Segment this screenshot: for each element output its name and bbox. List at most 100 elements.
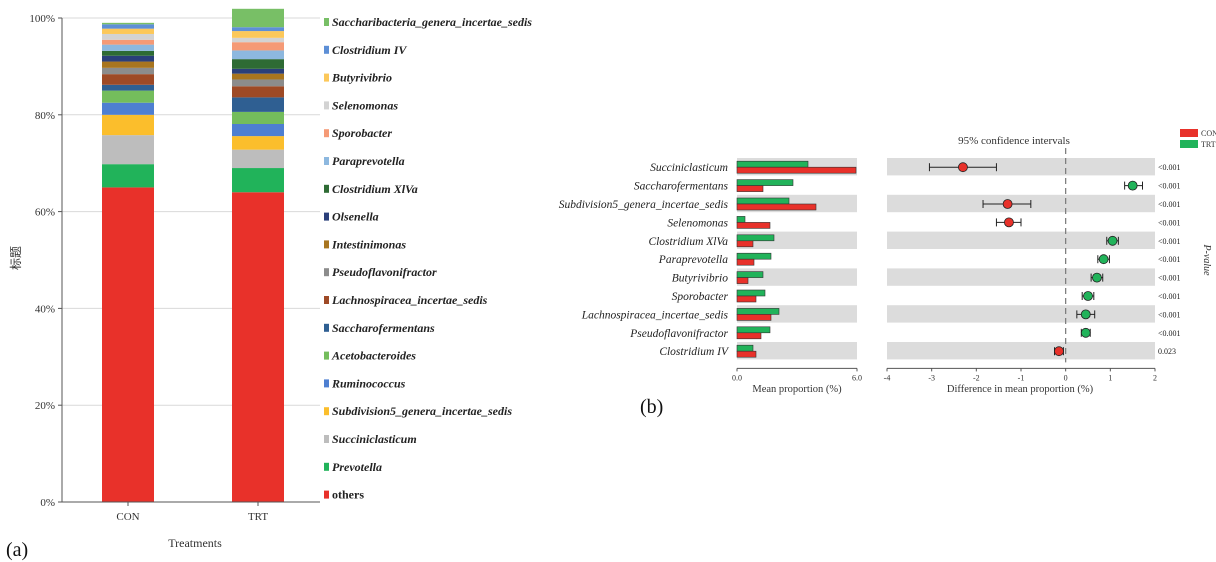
left-x-axis-label: Mean proportion (%) bbox=[752, 384, 842, 395]
trt-bar bbox=[736, 308, 780, 315]
legend: Saccharibacteria_genera_incertae_sedis Cl… bbox=[324, 15, 532, 502]
legend-entry: TRT bbox=[1201, 140, 1216, 149]
taxon-label: Pseudoflavonifractor bbox=[629, 328, 728, 340]
trt-bar bbox=[736, 216, 746, 223]
p-value-label: P-value bbox=[1201, 243, 1212, 276]
right-x-tick-label: -2 bbox=[973, 373, 980, 382]
bar-segment bbox=[232, 50, 284, 60]
bar-segment bbox=[102, 187, 154, 502]
x-tick-label: TRT bbox=[248, 511, 268, 523]
y-axis: 0% 20% 40% 60% 80% 100% bbox=[29, 13, 63, 509]
bar-segment bbox=[232, 149, 284, 169]
right-x-tick-label: 1 bbox=[1108, 373, 1112, 382]
trt-bar bbox=[736, 289, 766, 297]
legend-entry: Saccharibacteria_genera_incertae_sedis bbox=[332, 15, 532, 29]
legend-swatch bbox=[324, 212, 329, 221]
left-x-tick-label: 6.0 bbox=[852, 373, 862, 382]
rows: Succiniclasticum <0.001 Saccharofermentans… bbox=[559, 158, 1181, 360]
row-band bbox=[887, 158, 1155, 176]
bar-segment bbox=[102, 74, 154, 85]
bar-segment bbox=[102, 90, 154, 103]
legend-swatch bbox=[324, 435, 329, 443]
taxon-label: Succiniclasticum bbox=[650, 162, 728, 174]
legend-entry: others bbox=[332, 488, 364, 502]
bar-segment bbox=[232, 73, 284, 80]
legend-entry: Olsenella bbox=[332, 210, 379, 224]
legend-swatch bbox=[324, 45, 329, 54]
bar-segment bbox=[102, 114, 154, 136]
bar-segment bbox=[102, 84, 154, 91]
bar-segment bbox=[102, 67, 154, 75]
panel-label-a: (a) bbox=[6, 539, 28, 561]
p-value: <0.001 bbox=[1158, 163, 1181, 172]
trt-bar bbox=[736, 160, 809, 168]
x-tick-label: CON bbox=[116, 511, 139, 523]
legend-entry: Ruminococcus bbox=[331, 376, 406, 390]
right-x-tick-label: 2 bbox=[1153, 373, 1157, 382]
bar-segment bbox=[102, 50, 154, 56]
right-x-tick-label: -3 bbox=[928, 373, 935, 382]
axes: 0.0 6.0 -4 -3 -2 -1 0 1 2 bbox=[732, 148, 1157, 382]
bar-segment bbox=[232, 123, 284, 137]
con-bar bbox=[736, 277, 749, 284]
trt-bar bbox=[736, 252, 772, 260]
con-bar bbox=[736, 258, 755, 266]
legend-swatch bbox=[324, 351, 329, 360]
legend-swatch bbox=[324, 490, 329, 499]
diff-point bbox=[1054, 346, 1064, 357]
right-x-axis-label: Difference in mean proportion (%) bbox=[947, 384, 1094, 395]
bar-segment bbox=[232, 136, 284, 150]
x-axis: CON TRT bbox=[62, 501, 320, 523]
p-value: 0.023 bbox=[1158, 347, 1176, 356]
row-band bbox=[887, 342, 1155, 360]
bar-segment bbox=[232, 97, 284, 112]
legend: CON TRT bbox=[1180, 129, 1216, 149]
legend-swatch bbox=[324, 18, 329, 26]
bar-segment bbox=[232, 86, 284, 98]
bar-segment bbox=[232, 68, 284, 74]
legend-swatch bbox=[324, 240, 329, 249]
trt-bar bbox=[736, 344, 754, 352]
bar-segment bbox=[102, 135, 154, 165]
taxon-label: Selenomonas bbox=[667, 217, 728, 229]
panel-label-b: (b) bbox=[640, 396, 663, 418]
legend-entry: Prevotella bbox=[332, 460, 382, 474]
con-bar bbox=[736, 185, 764, 192]
legend-swatch bbox=[324, 184, 329, 193]
con-bar bbox=[736, 295, 757, 303]
legend-swatch bbox=[324, 101, 329, 110]
bar-segment bbox=[102, 102, 154, 115]
trt-bar bbox=[736, 271, 764, 278]
bar-segment bbox=[232, 31, 284, 38]
legend-entry: Paraprevotella bbox=[332, 154, 405, 168]
bar-segment bbox=[232, 8, 284, 28]
diff-point bbox=[1002, 199, 1013, 209]
legend-swatch bbox=[324, 268, 329, 277]
bar-segment bbox=[102, 164, 154, 188]
legend-swatch bbox=[324, 462, 329, 471]
diff-point bbox=[1083, 291, 1093, 301]
y-tick-label: 80% bbox=[35, 110, 55, 122]
legend-entry: Selenomonas bbox=[332, 98, 398, 112]
bar-segment bbox=[232, 42, 284, 51]
bar-segment bbox=[232, 192, 284, 503]
taxon-label: Saccharofermentans bbox=[634, 181, 729, 193]
p-value: <0.001 bbox=[1158, 329, 1181, 338]
con-bar bbox=[736, 222, 771, 229]
legend-swatch bbox=[1180, 140, 1198, 148]
bar-segment bbox=[232, 111, 284, 124]
bar-segment bbox=[232, 37, 284, 43]
diff-point bbox=[1080, 309, 1091, 320]
bar-segment bbox=[232, 168, 284, 193]
legend-swatch bbox=[1180, 129, 1198, 137]
taxon-label: Paraprevotella bbox=[658, 254, 728, 266]
legend-swatch bbox=[324, 379, 329, 388]
bar-segment bbox=[102, 44, 154, 51]
taxon-label: Lachnospiracea_incertae_sedis bbox=[581, 309, 729, 321]
legend-entry: Saccharofermentans bbox=[332, 321, 435, 335]
right-x-tick-label: -1 bbox=[1018, 373, 1025, 382]
con-bar bbox=[736, 350, 757, 358]
row-band bbox=[887, 268, 1155, 286]
taxon-label: Subdivision5_genera_incertae_sedis bbox=[559, 199, 729, 211]
